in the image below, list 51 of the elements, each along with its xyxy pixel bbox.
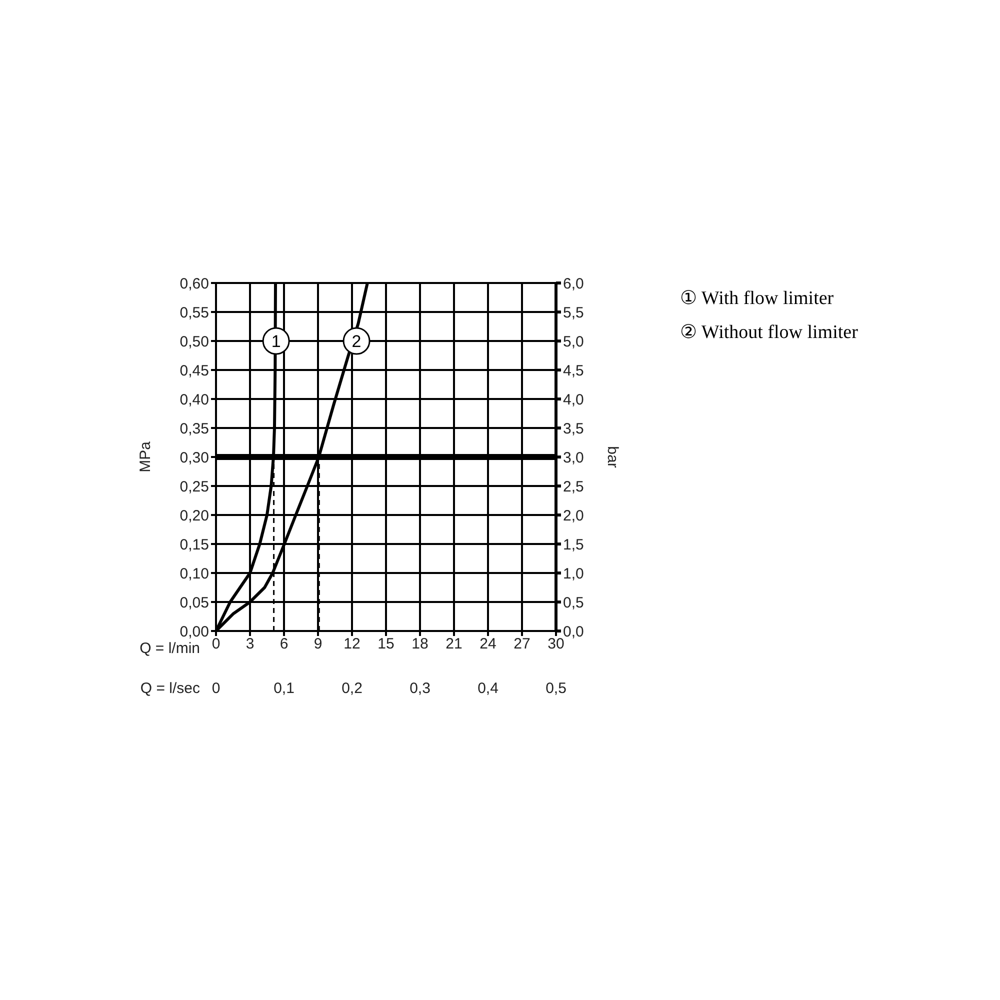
x-axis-title: Q = l/min bbox=[140, 640, 200, 657]
y2-tick-label: 3,0 bbox=[563, 449, 584, 466]
y2-tick-label: 4,5 bbox=[563, 362, 584, 380]
y2-tick-label: 5,0 bbox=[563, 333, 584, 350]
y-tick-label: 0,00 bbox=[180, 623, 209, 640]
x-tick-label: 21 bbox=[446, 636, 462, 653]
x-tick-label: 27 bbox=[514, 636, 530, 653]
x-tick-label: 15 bbox=[378, 636, 394, 653]
y2-tick-label: 0,0 bbox=[563, 623, 584, 640]
y-tick-label: 0,40 bbox=[180, 391, 209, 408]
x-tick-label: 6 bbox=[280, 636, 288, 653]
y-tick-label: 0,15 bbox=[180, 536, 209, 554]
x2-tick-label: 0,5 bbox=[546, 680, 566, 697]
y2-tick-label: 1,0 bbox=[563, 565, 584, 582]
x-tick-label: 9 bbox=[314, 636, 322, 653]
x-tick-label: 12 bbox=[344, 636, 360, 653]
y2-tick-label: 3,5 bbox=[563, 420, 584, 438]
y-tick-label: 0,10 bbox=[180, 565, 209, 582]
y2-tick-label: 6,0 bbox=[563, 275, 584, 292]
y-tick-label: 0,25 bbox=[180, 478, 209, 496]
y2-tick-label: 2,5 bbox=[563, 478, 584, 496]
text: ① With flow limiter bbox=[680, 287, 835, 310]
y2-tick-label: 4,0 bbox=[563, 391, 584, 408]
y2-tick-label: 2,0 bbox=[563, 507, 584, 524]
y-tick-label: 0,05 bbox=[180, 594, 209, 612]
y2-tick-label: 1,5 bbox=[563, 536, 584, 554]
x-tick-label: 0 bbox=[212, 636, 220, 653]
x-tick-label: 24 bbox=[480, 636, 496, 653]
y2-tick-label: 5,5 bbox=[563, 304, 584, 322]
text: ② Without flow limiter bbox=[680, 321, 858, 344]
y-tick-label: 0,60 bbox=[180, 275, 209, 292]
y-tick-label: 0,20 bbox=[180, 507, 209, 524]
x2-tick-label: 0,3 bbox=[410, 680, 430, 697]
x2-tick-label: 0,4 bbox=[478, 680, 498, 697]
y-tick-label: 0,30 bbox=[180, 449, 209, 466]
y-tick-label: 0,35 bbox=[180, 420, 209, 438]
y2-axis-title: bar bbox=[604, 446, 621, 468]
x2-tick-label: 0,2 bbox=[342, 680, 362, 697]
x-tick-label: 3 bbox=[246, 636, 254, 653]
y-axis-title: MPa bbox=[137, 440, 154, 472]
annotation: 1 bbox=[271, 332, 281, 351]
y2-tick-label: 0,5 bbox=[563, 594, 584, 612]
annotation: 2 bbox=[352, 332, 362, 351]
x2-axis-title: Q = l/sec bbox=[140, 680, 200, 697]
y-tick-label: 0,45 bbox=[180, 362, 209, 380]
x2-tick-label: 0,1 bbox=[274, 680, 294, 697]
x2-tick-label: 0 bbox=[212, 680, 220, 697]
y-tick-label: 0,55 bbox=[180, 304, 209, 322]
y-tick-label: 0,50 bbox=[180, 333, 209, 350]
x-tick-label: 30 bbox=[548, 636, 564, 653]
x-tick-label: 18 bbox=[412, 636, 428, 653]
